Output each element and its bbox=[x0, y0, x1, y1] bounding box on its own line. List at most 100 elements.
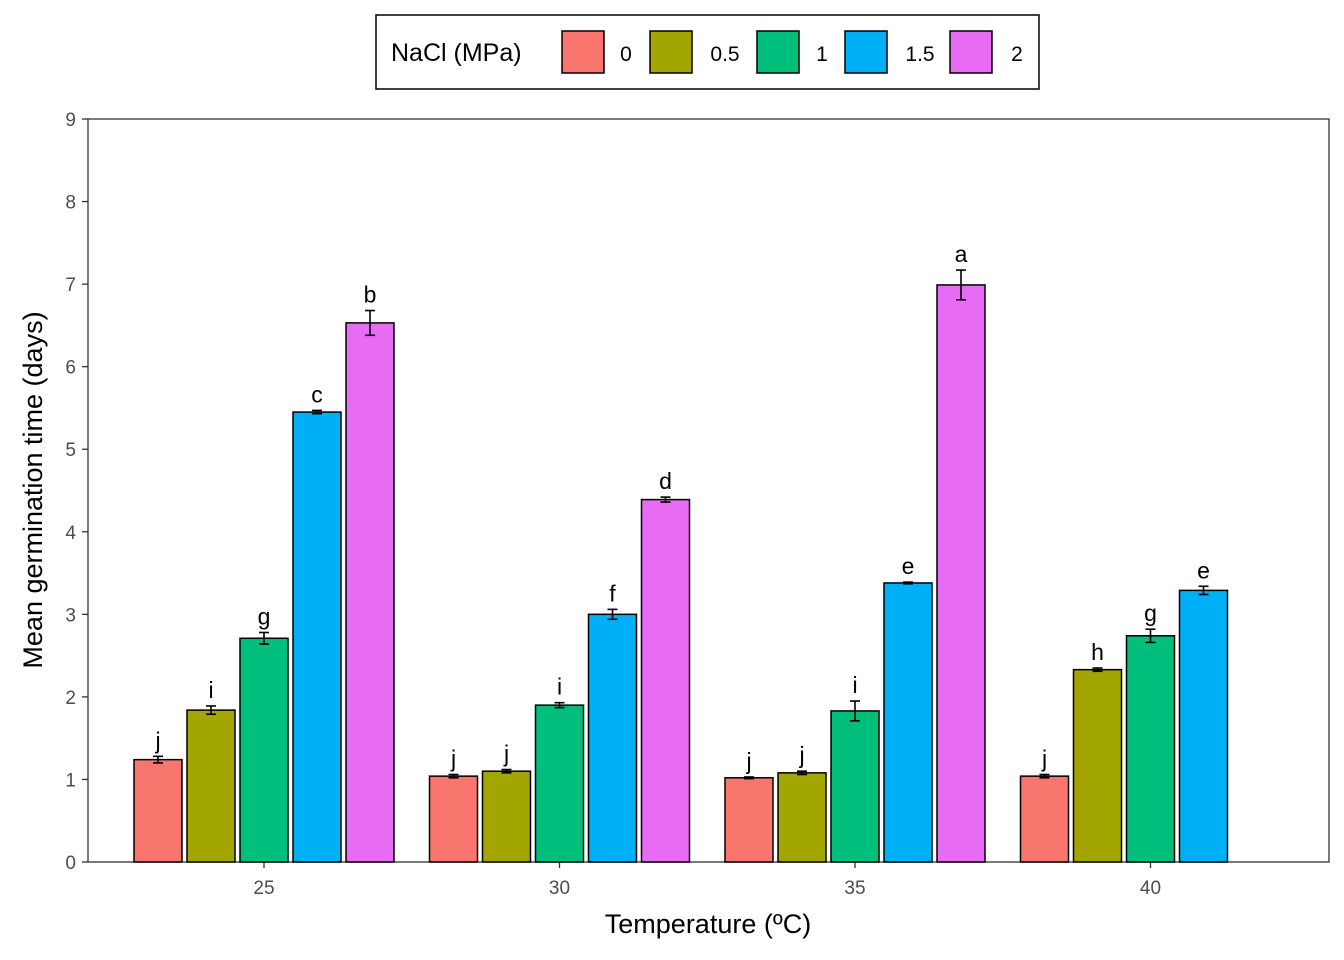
error-bar bbox=[956, 269, 966, 301]
significance-label: g bbox=[258, 603, 271, 629]
bar bbox=[239, 637, 289, 863]
bar bbox=[1072, 668, 1123, 863]
error-bar bbox=[1039, 773, 1050, 779]
legend-key bbox=[649, 30, 693, 74]
significance-label: h bbox=[1091, 639, 1104, 665]
error-bar bbox=[850, 700, 860, 722]
bar bbox=[640, 498, 691, 863]
legend-label: 0.5 bbox=[710, 43, 739, 66]
legend-item: 0.5 bbox=[649, 30, 740, 74]
bar bbox=[587, 613, 638, 863]
y-tick-label: 8 bbox=[65, 193, 76, 214]
legend-item: 2 bbox=[949, 30, 1023, 74]
legend-item: 1 bbox=[756, 30, 828, 74]
significance-label: f bbox=[609, 580, 616, 606]
x-tick-label: 25 bbox=[253, 878, 274, 899]
bar bbox=[186, 709, 236, 863]
x-tick-label: 30 bbox=[549, 878, 570, 899]
error-bar bbox=[448, 773, 459, 779]
series-0.5: i j j h bbox=[186, 639, 1123, 863]
bar bbox=[1125, 635, 1176, 863]
x-axis-title: Temperature (ºC) bbox=[605, 909, 811, 939]
bar bbox=[481, 770, 532, 863]
significance-label: j bbox=[450, 745, 456, 771]
series-2: b d a bbox=[345, 241, 986, 863]
legend-box bbox=[375, 14, 1040, 90]
bar bbox=[883, 582, 933, 863]
significance-label: j bbox=[798, 742, 804, 768]
error-bar bbox=[554, 701, 565, 709]
significance-label: a bbox=[955, 241, 968, 267]
error-bar bbox=[153, 755, 163, 764]
y-axis-title: Mean germination time (days) bbox=[18, 311, 48, 668]
y-tick-label: 0 bbox=[65, 853, 76, 874]
significance-label: i bbox=[557, 674, 562, 700]
legend-label: 2 bbox=[1011, 43, 1023, 66]
legend: NaCl (MPa) 0 0.5 1 1.5 2 bbox=[375, 14, 1040, 90]
significance-label: c bbox=[311, 381, 323, 407]
error-bar bbox=[1092, 667, 1103, 673]
y-tick-label: 2 bbox=[65, 688, 76, 709]
significance-label: j bbox=[154, 727, 160, 753]
plot-panel-border bbox=[87, 118, 1330, 863]
significance-label: i bbox=[852, 672, 857, 698]
bar bbox=[345, 322, 395, 863]
bar bbox=[292, 411, 342, 863]
error-bar bbox=[797, 770, 807, 776]
y-tick-label: 6 bbox=[65, 358, 76, 379]
series-0: jj j j bbox=[133, 727, 1070, 863]
bars: j j j j i j j h g i i g c f e e b d a bbox=[133, 241, 1229, 863]
series-1.5: c f e e bbox=[292, 381, 1229, 863]
bar bbox=[133, 758, 183, 863]
error-bar bbox=[206, 705, 216, 716]
x-tick-label: 35 bbox=[844, 878, 865, 899]
bar bbox=[830, 710, 880, 863]
legend-label: 1 bbox=[816, 43, 828, 66]
significance-label: i bbox=[208, 677, 213, 703]
significance-label: e bbox=[1197, 557, 1210, 583]
y-axis: 0 1 2 3 4 5 6 7 8 9 bbox=[65, 110, 88, 874]
error-bar bbox=[1198, 585, 1209, 596]
significance-label: b bbox=[364, 282, 377, 308]
error-bar bbox=[312, 409, 322, 415]
y-tick-label: 3 bbox=[65, 605, 76, 626]
legend-title: NaCl (MPa) bbox=[391, 39, 522, 67]
bar bbox=[936, 284, 986, 863]
error-bar bbox=[744, 776, 754, 780]
legend-key bbox=[844, 30, 888, 74]
bar bbox=[1178, 589, 1229, 863]
error-bar bbox=[607, 608, 618, 621]
legend-key bbox=[949, 30, 993, 74]
significance-label: d bbox=[659, 468, 672, 494]
significance-label: g bbox=[1144, 600, 1157, 626]
error-bar bbox=[660, 496, 671, 503]
series-1: g i i g bbox=[239, 600, 1176, 863]
error-bar bbox=[501, 768, 512, 774]
x-tick-label: 40 bbox=[1140, 878, 1161, 899]
bar bbox=[428, 775, 479, 863]
error-bar bbox=[259, 631, 269, 645]
x-axis: 25 30 35 40 bbox=[253, 862, 1161, 899]
y-tick-label: 4 bbox=[65, 523, 76, 544]
y-tick-label: 5 bbox=[65, 440, 76, 461]
legend-key bbox=[756, 30, 800, 74]
legend-items: 0 0.5 1 1.5 2 bbox=[561, 30, 1023, 74]
bar bbox=[777, 772, 827, 863]
error-bar bbox=[365, 309, 375, 337]
error-bar bbox=[903, 581, 913, 585]
y-tick-label: 7 bbox=[65, 275, 76, 296]
significance-label: e bbox=[902, 553, 915, 579]
legend-item: 1.5 bbox=[844, 30, 935, 74]
legend-label: 0 bbox=[620, 43, 632, 66]
bar bbox=[1019, 775, 1070, 863]
y-tick-label: 9 bbox=[65, 110, 76, 131]
significance-label: j bbox=[1041, 745, 1047, 771]
bar bbox=[724, 777, 774, 863]
y-tick-label: 1 bbox=[65, 770, 76, 791]
legend-key bbox=[561, 30, 605, 74]
significance-label: j bbox=[503, 741, 509, 767]
legend-item: 0 bbox=[561, 30, 632, 74]
bar bbox=[534, 704, 585, 863]
error-bar bbox=[1145, 628, 1156, 644]
